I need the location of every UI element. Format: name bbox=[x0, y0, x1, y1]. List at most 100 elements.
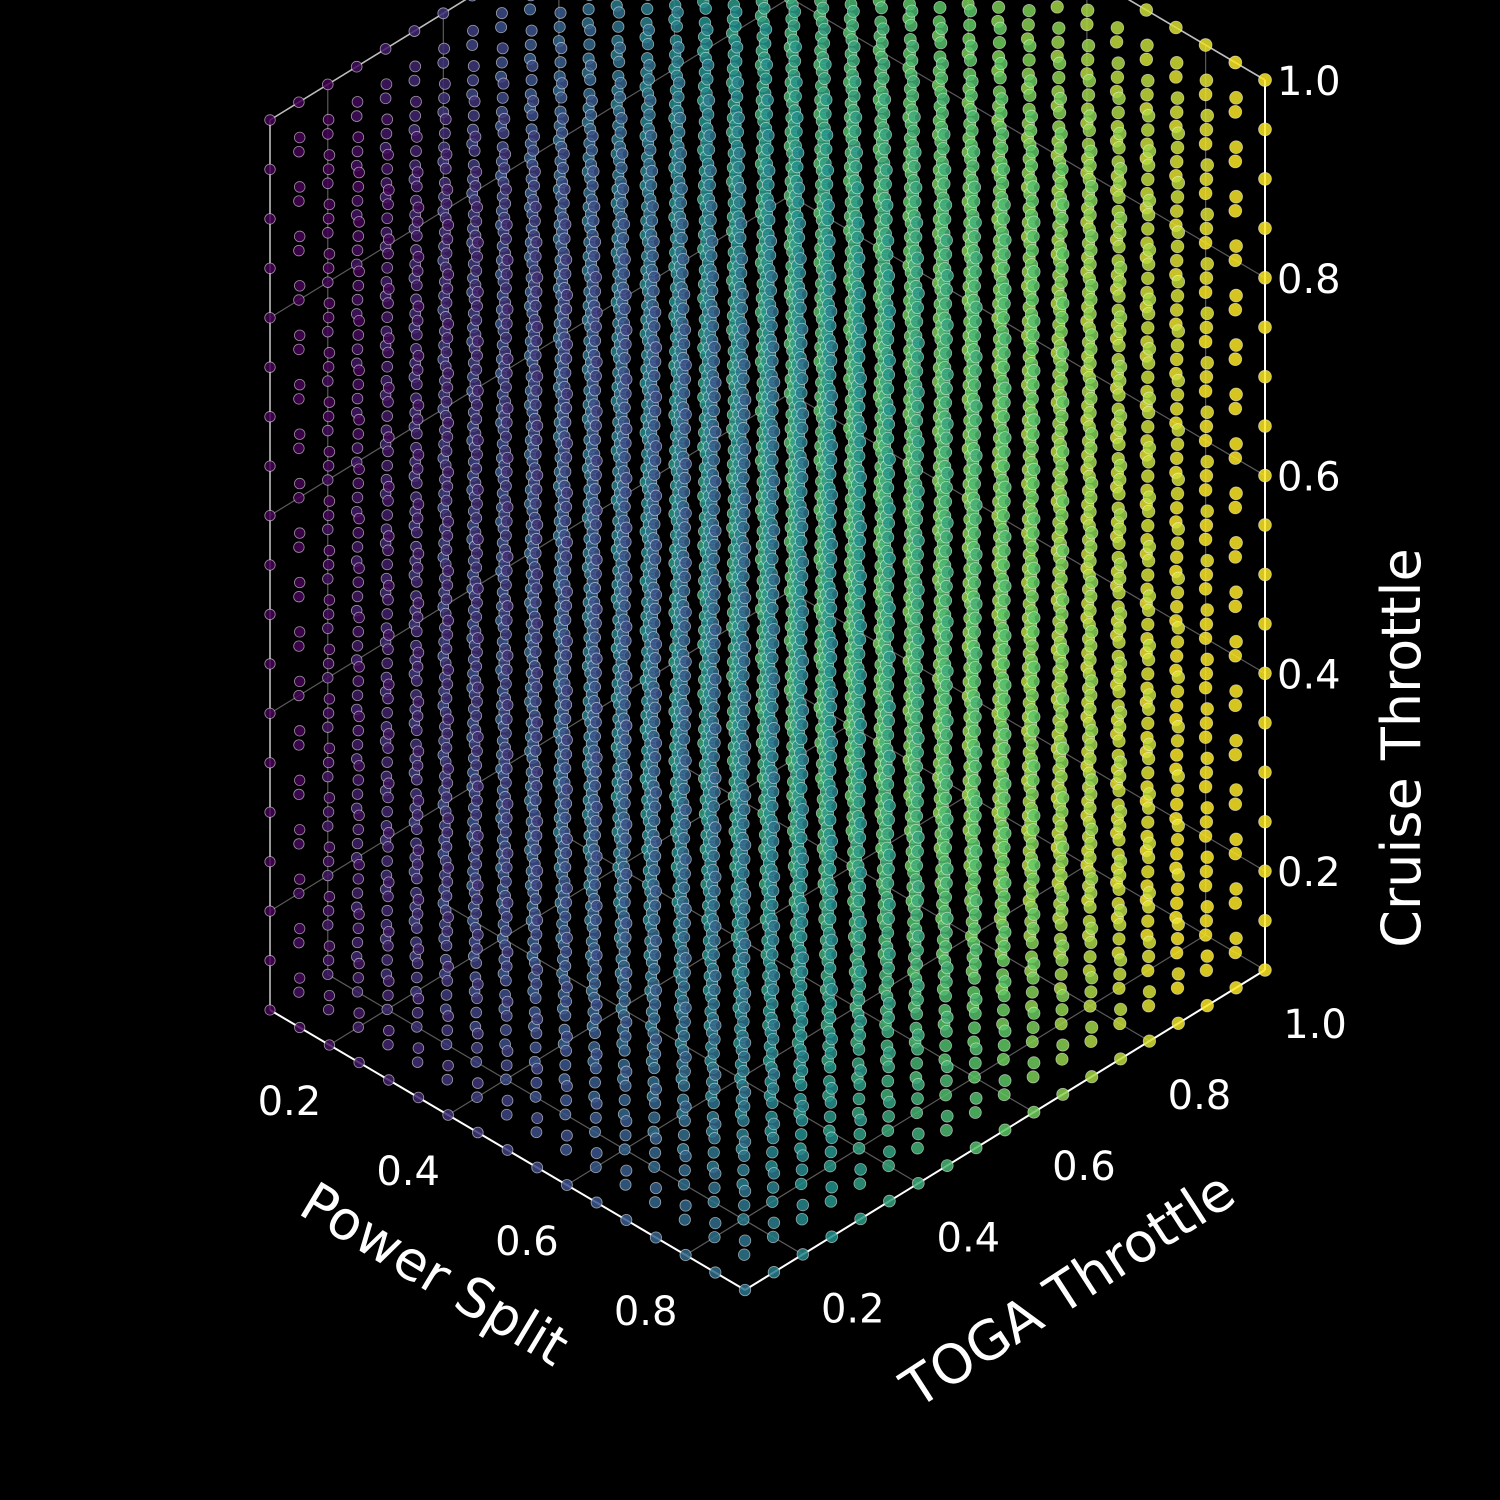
data-point bbox=[671, 6, 684, 19]
data-point bbox=[351, 689, 364, 702]
data-point bbox=[500, 925, 512, 937]
data-point bbox=[939, 544, 953, 558]
data-point bbox=[590, 1147, 603, 1160]
data-point bbox=[589, 1161, 602, 1174]
data-point bbox=[708, 736, 721, 749]
data-point bbox=[911, 795, 924, 809]
data-point bbox=[322, 311, 335, 324]
data-point bbox=[619, 1129, 632, 1142]
data-point bbox=[876, 22, 890, 36]
data-point bbox=[822, 234, 836, 248]
data-point bbox=[649, 489, 663, 502]
data-point bbox=[322, 954, 335, 966]
data-point bbox=[412, 448, 425, 461]
data-point bbox=[440, 692, 453, 705]
data-point bbox=[823, 813, 837, 827]
data-point bbox=[676, 252, 690, 266]
data-point bbox=[854, 866, 867, 880]
data-point bbox=[530, 483, 543, 496]
data-point bbox=[468, 0, 477, 2]
data-point bbox=[940, 1123, 953, 1137]
data-point bbox=[531, 271, 544, 284]
data-point bbox=[471, 285, 484, 298]
data-point bbox=[382, 184, 395, 196]
data-point bbox=[824, 1096, 838, 1109]
data-point bbox=[738, 838, 752, 852]
data-point bbox=[824, 799, 838, 813]
data-point bbox=[796, 407, 810, 421]
data-point bbox=[677, 302, 690, 315]
data-point bbox=[501, 501, 514, 514]
data-point bbox=[854, 668, 867, 682]
data-point bbox=[531, 667, 544, 680]
data-point bbox=[411, 413, 424, 426]
data-point bbox=[438, 92, 451, 104]
data-point bbox=[353, 760, 365, 772]
data-point bbox=[854, 322, 868, 336]
data-point bbox=[353, 216, 365, 228]
data-point bbox=[738, 393, 752, 407]
data-point bbox=[737, 570, 750, 583]
data-point bbox=[707, 998, 720, 1011]
data-point bbox=[708, 1082, 721, 1096]
data-point bbox=[825, 735, 839, 749]
data-point bbox=[883, 1194, 896, 1208]
data-point bbox=[968, 1106, 982, 1119]
data-point bbox=[614, 126, 627, 139]
data-point bbox=[589, 977, 601, 990]
data-point bbox=[793, 216, 806, 230]
data-point bbox=[853, 880, 867, 894]
data-point bbox=[590, 603, 603, 616]
data-point bbox=[648, 616, 661, 630]
data-point bbox=[470, 561, 483, 574]
data-point bbox=[709, 376, 722, 389]
data-point bbox=[678, 1164, 691, 1177]
data-point bbox=[587, 214, 600, 227]
data-point bbox=[382, 643, 394, 655]
data-point bbox=[560, 635, 573, 648]
data-point bbox=[412, 992, 425, 1005]
data-point bbox=[883, 947, 896, 961]
data-point bbox=[264, 757, 276, 769]
data-point bbox=[560, 486, 573, 499]
data-point bbox=[411, 971, 423, 984]
data-point bbox=[905, 54, 919, 68]
data-point bbox=[794, 534, 808, 548]
data-point bbox=[588, 631, 602, 644]
data-point bbox=[825, 1131, 838, 1145]
data-point bbox=[351, 491, 364, 504]
data-point bbox=[766, 602, 779, 615]
data-point bbox=[412, 795, 425, 807]
data-point bbox=[677, 1128, 691, 1142]
data-point bbox=[708, 1132, 721, 1145]
data-point bbox=[560, 684, 573, 697]
data-point bbox=[500, 974, 512, 987]
data-point bbox=[671, 55, 684, 68]
data-point bbox=[707, 701, 720, 714]
data-point bbox=[560, 550, 573, 563]
data-point bbox=[911, 894, 924, 908]
data-point bbox=[530, 730, 543, 743]
data-point bbox=[708, 884, 721, 898]
data-point bbox=[353, 1056, 365, 1069]
data-point bbox=[323, 149, 336, 161]
data-point bbox=[795, 916, 809, 929]
data-point bbox=[441, 282, 454, 295]
data-point bbox=[883, 749, 896, 763]
data-point bbox=[501, 253, 514, 266]
data-point bbox=[824, 700, 838, 714]
data-point bbox=[501, 946, 514, 959]
data-point bbox=[500, 1059, 513, 1072]
data-point bbox=[353, 809, 365, 822]
data-point bbox=[911, 1092, 924, 1105]
data-point bbox=[585, 144, 598, 157]
data-point bbox=[679, 952, 692, 965]
data-point bbox=[881, 778, 895, 791]
data-point bbox=[677, 1030, 691, 1043]
data-point bbox=[322, 177, 334, 190]
data-point bbox=[825, 983, 838, 996]
data-point bbox=[294, 1021, 306, 1034]
data-point bbox=[499, 331, 512, 344]
data-point bbox=[824, 1046, 838, 1060]
